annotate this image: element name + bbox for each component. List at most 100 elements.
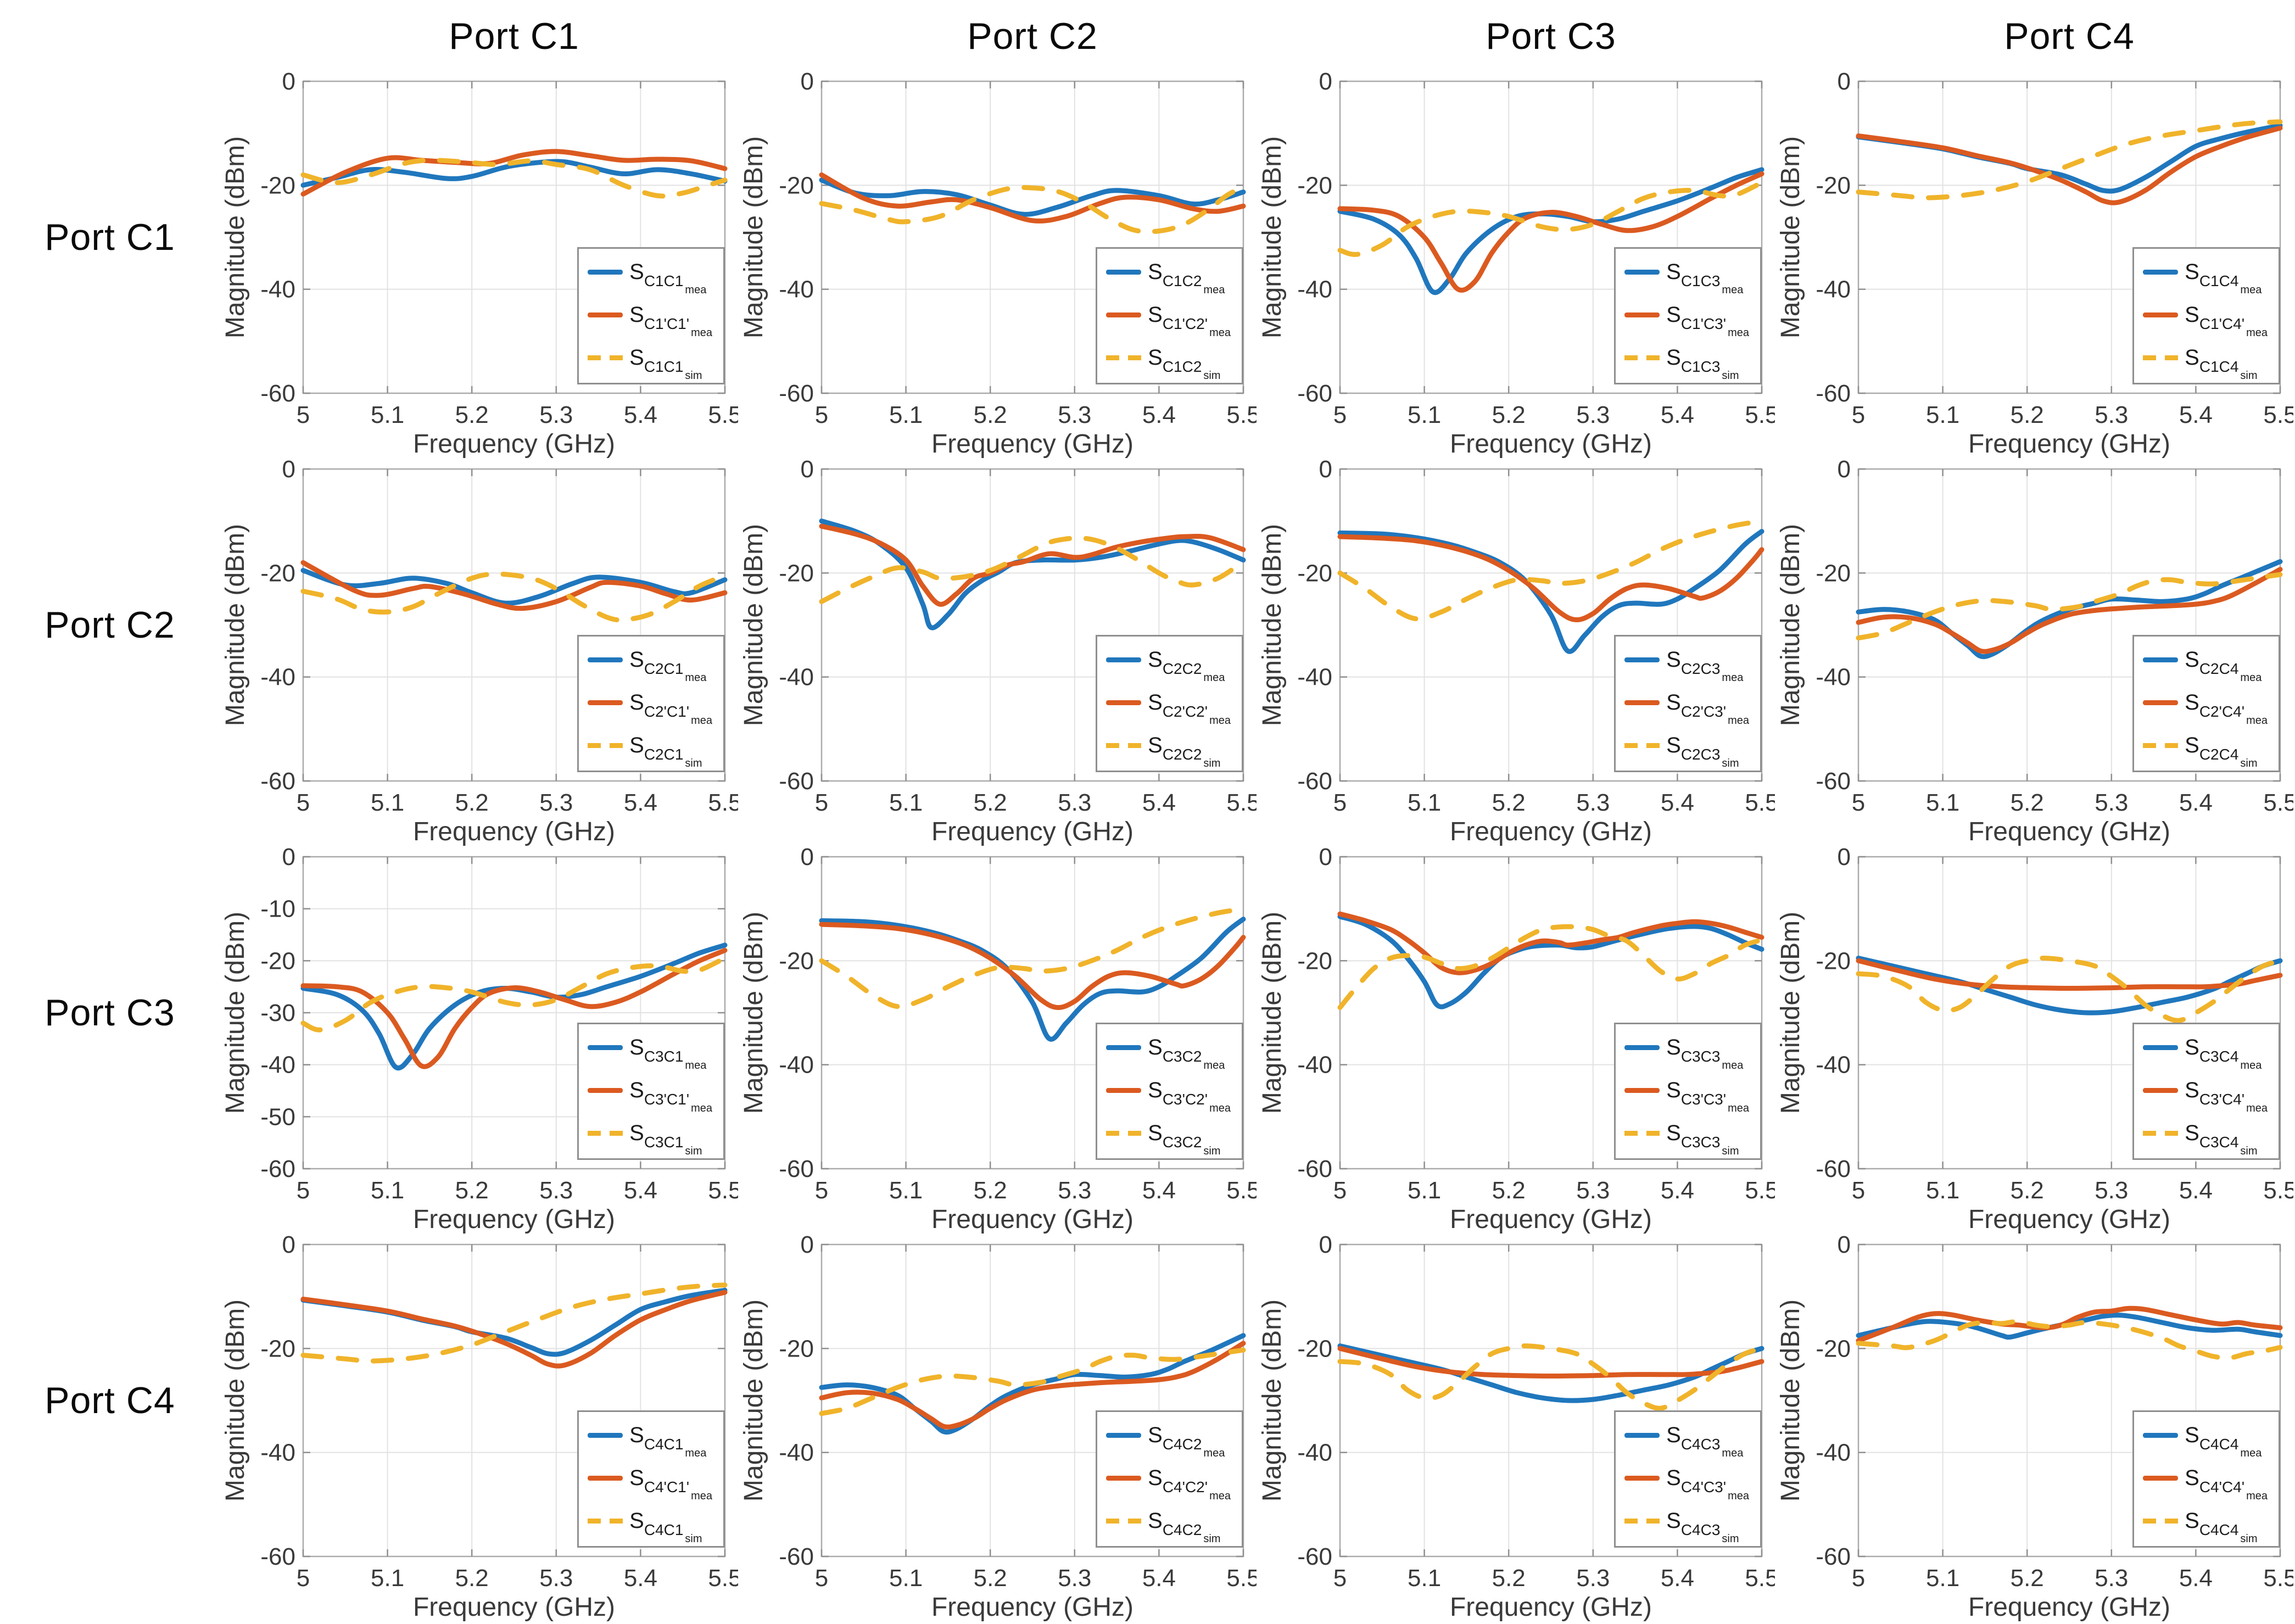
y-axis-label: Magnitude (dBm): [1776, 912, 1805, 1114]
y-tick-label: -20: [779, 947, 814, 974]
legend-C4C2: SC4C2mea SC4'C2'mea SC4C2sim: [1096, 1410, 1243, 1548]
column-title-3: Port C3: [1486, 15, 1616, 57]
legend-C1C1: SC1C1mea SC1'C1'mea SC1C1sim: [577, 247, 725, 384]
legend-subscript: C3'C1': [644, 1090, 690, 1108]
legend-subsubscript: mea: [2246, 1102, 2268, 1114]
legend-label: SC4'C2'mea: [1148, 1466, 1231, 1502]
legend-entry: SC2C3mea: [1624, 644, 1749, 684]
legend-label: SC1C4sim: [2185, 345, 2257, 382]
column-title-4: Port C4: [2004, 15, 2135, 57]
x-tick-label: 5: [815, 1565, 828, 1592]
curve-S_C1C3_sim: [1337, 180, 1764, 257]
x-tick-label: 5.3: [2095, 1177, 2128, 1204]
x-axis-label: Frequency (GHz): [1450, 1593, 1652, 1622]
x-tick-label: 5.4: [1661, 1177, 1694, 1204]
x-tick-label: 5.3: [539, 401, 573, 428]
x-tick-label: 5.1: [371, 401, 404, 428]
subplot-C2C1: 5 5.1 5.2 5.3 5.4 5.5 0 -20 -40 -60 Frequency (GHz…: [220, 460, 738, 848]
curve-S_C2C1_mea: [300, 568, 728, 606]
legend-subsubscript: mea: [2246, 714, 2268, 727]
curve-S_C1C2_sim: [819, 184, 1246, 235]
x-tick-label: 5.4: [1142, 1177, 1176, 1204]
legend-subsubscript: sim: [685, 757, 702, 769]
legend-symbol: S: [1148, 1422, 1163, 1447]
x-axis-label: Frequency (GHz): [1968, 1205, 2170, 1234]
legend-subsubscript: mea: [1209, 326, 1231, 339]
x-tick-label: 5.4: [624, 789, 657, 816]
subplot-C1C1: 5 5.1 5.2 5.3 5.4 5.5 0 -20 -40 -60 Frequency (GHz…: [220, 72, 738, 460]
legend-label: SC1'C4'mea: [2185, 303, 2268, 339]
x-tick-label: 5.5: [1226, 1177, 1257, 1204]
legend-line-sample: [1106, 657, 1142, 662]
subplot-C4C4: 5 5.1 5.2 5.3 5.4 5.5 0 -20 -40 -60 Frequency (GHz…: [1775, 1236, 2293, 1623]
legend-entry: SC4C2mea: [1106, 1420, 1231, 1459]
legend-label: SC3C2mea: [1148, 1035, 1225, 1071]
x-tick-label: 5.5: [708, 1565, 738, 1592]
legend-label: SC2C2sim: [1148, 733, 1220, 769]
x-tick-label: 5.5: [1745, 789, 1775, 816]
legend-subscript: C2'C1': [644, 702, 690, 720]
x-tick-label: 5.5: [708, 401, 738, 428]
legend-label: SC2C1sim: [629, 733, 702, 769]
x-tick-label: 5: [297, 789, 310, 816]
legend-subsubscript: sim: [2240, 369, 2258, 382]
y-tick-label: -40: [1297, 1439, 1332, 1466]
legend-label: SC3'C2'mea: [1148, 1078, 1231, 1114]
axes-box: [820, 80, 1244, 394]
legend-label: SC3C4sim: [2185, 1121, 2257, 1157]
y-axis-label: Magnitude (dBm): [1776, 136, 1805, 338]
legend-line-sample: [2143, 312, 2179, 317]
subplot-C2C4: 5 5.1 5.2 5.3 5.4 5.5 0 -20 -40 -60 Frequency (GHz…: [1775, 460, 2293, 848]
legend-symbol: S: [629, 1078, 644, 1102]
y-tick-label: 0: [1319, 1236, 1332, 1258]
legend-entry: SC3C2sim: [1106, 1118, 1231, 1157]
legend-line-sample: [1106, 269, 1142, 275]
legend-subscript: C3C3: [1680, 1133, 1721, 1151]
legend-symbol: S: [1148, 1120, 1163, 1145]
legend-dashed-line-sample: [588, 355, 623, 360]
legend-label: SC2'C1'mea: [629, 690, 712, 727]
x-tick-label: 5.5: [1745, 401, 1775, 428]
legend-label: SC2C2mea: [1148, 648, 1225, 684]
curve-S_C3'C2'_mea: [819, 922, 1246, 1011]
legend-subsubscript: mea: [1203, 283, 1225, 296]
legend-C2C4: SC2C4mea SC2'C4'mea SC2C4sim: [2132, 635, 2280, 772]
x-tick-label: 5.4: [2179, 1177, 2213, 1204]
legend-C1C3: SC1C3mea SC1'C3'mea SC1C3sim: [1614, 247, 1762, 384]
legend-label: SC2'C3'mea: [1666, 690, 1749, 727]
legend-label: SC2'C4'mea: [2185, 690, 2268, 727]
legend-symbol: S: [1148, 1508, 1163, 1533]
x-tick-label: 5.5: [1226, 1565, 1257, 1592]
legend-subsubscript: mea: [2240, 283, 2262, 296]
curve-S_C4C2_mea: [819, 1333, 1246, 1435]
legend-line-sample: [2143, 657, 2179, 662]
y-tick-label: 0: [282, 848, 295, 870]
legend-subscript: C1C4: [2199, 358, 2239, 375]
y-axis-label: Magnitude (dBm): [1258, 912, 1287, 1114]
y-tick-label: -40: [779, 1439, 814, 1466]
x-axis-label: Frequency (GHz): [413, 1205, 615, 1234]
legend-entry: SC1C4mea: [2143, 256, 2268, 296]
legend-label: SC2C1mea: [629, 648, 706, 684]
legend-subscript: C1C1: [644, 272, 684, 289]
legend-line-sample: [1106, 1045, 1142, 1050]
axes-box: [1339, 468, 1763, 782]
legend-subsubscript: sim: [1722, 369, 1739, 382]
legend-symbol: S: [1148, 345, 1163, 370]
y-tick-label: -40: [260, 276, 295, 303]
x-tick-label: 5.2: [455, 1565, 489, 1592]
legend-symbol: S: [1148, 733, 1163, 757]
curve-S_C4'C4'_mea: [1856, 1305, 2283, 1343]
x-axis-label: Frequency (GHz): [1450, 429, 1652, 459]
legend-subsubscript: mea: [2240, 1447, 2262, 1459]
legend-subscript: C4'C2': [1162, 1478, 1208, 1495]
y-axis-label: Magnitude (dBm): [739, 524, 768, 726]
legend-subscript: C3C4: [2199, 1133, 2239, 1151]
legend-dashed-line-sample: [1106, 1130, 1142, 1136]
legend-symbol: S: [1666, 690, 1681, 715]
y-axis-label: Magnitude (dBm): [739, 912, 768, 1114]
legend-entry: SC1C3mea: [1624, 256, 1749, 296]
curve-S_C1C1_mea: [300, 159, 728, 188]
legend-entry: SC2C4sim: [2143, 730, 2268, 769]
legend-label: SC3C4mea: [2185, 1035, 2262, 1071]
